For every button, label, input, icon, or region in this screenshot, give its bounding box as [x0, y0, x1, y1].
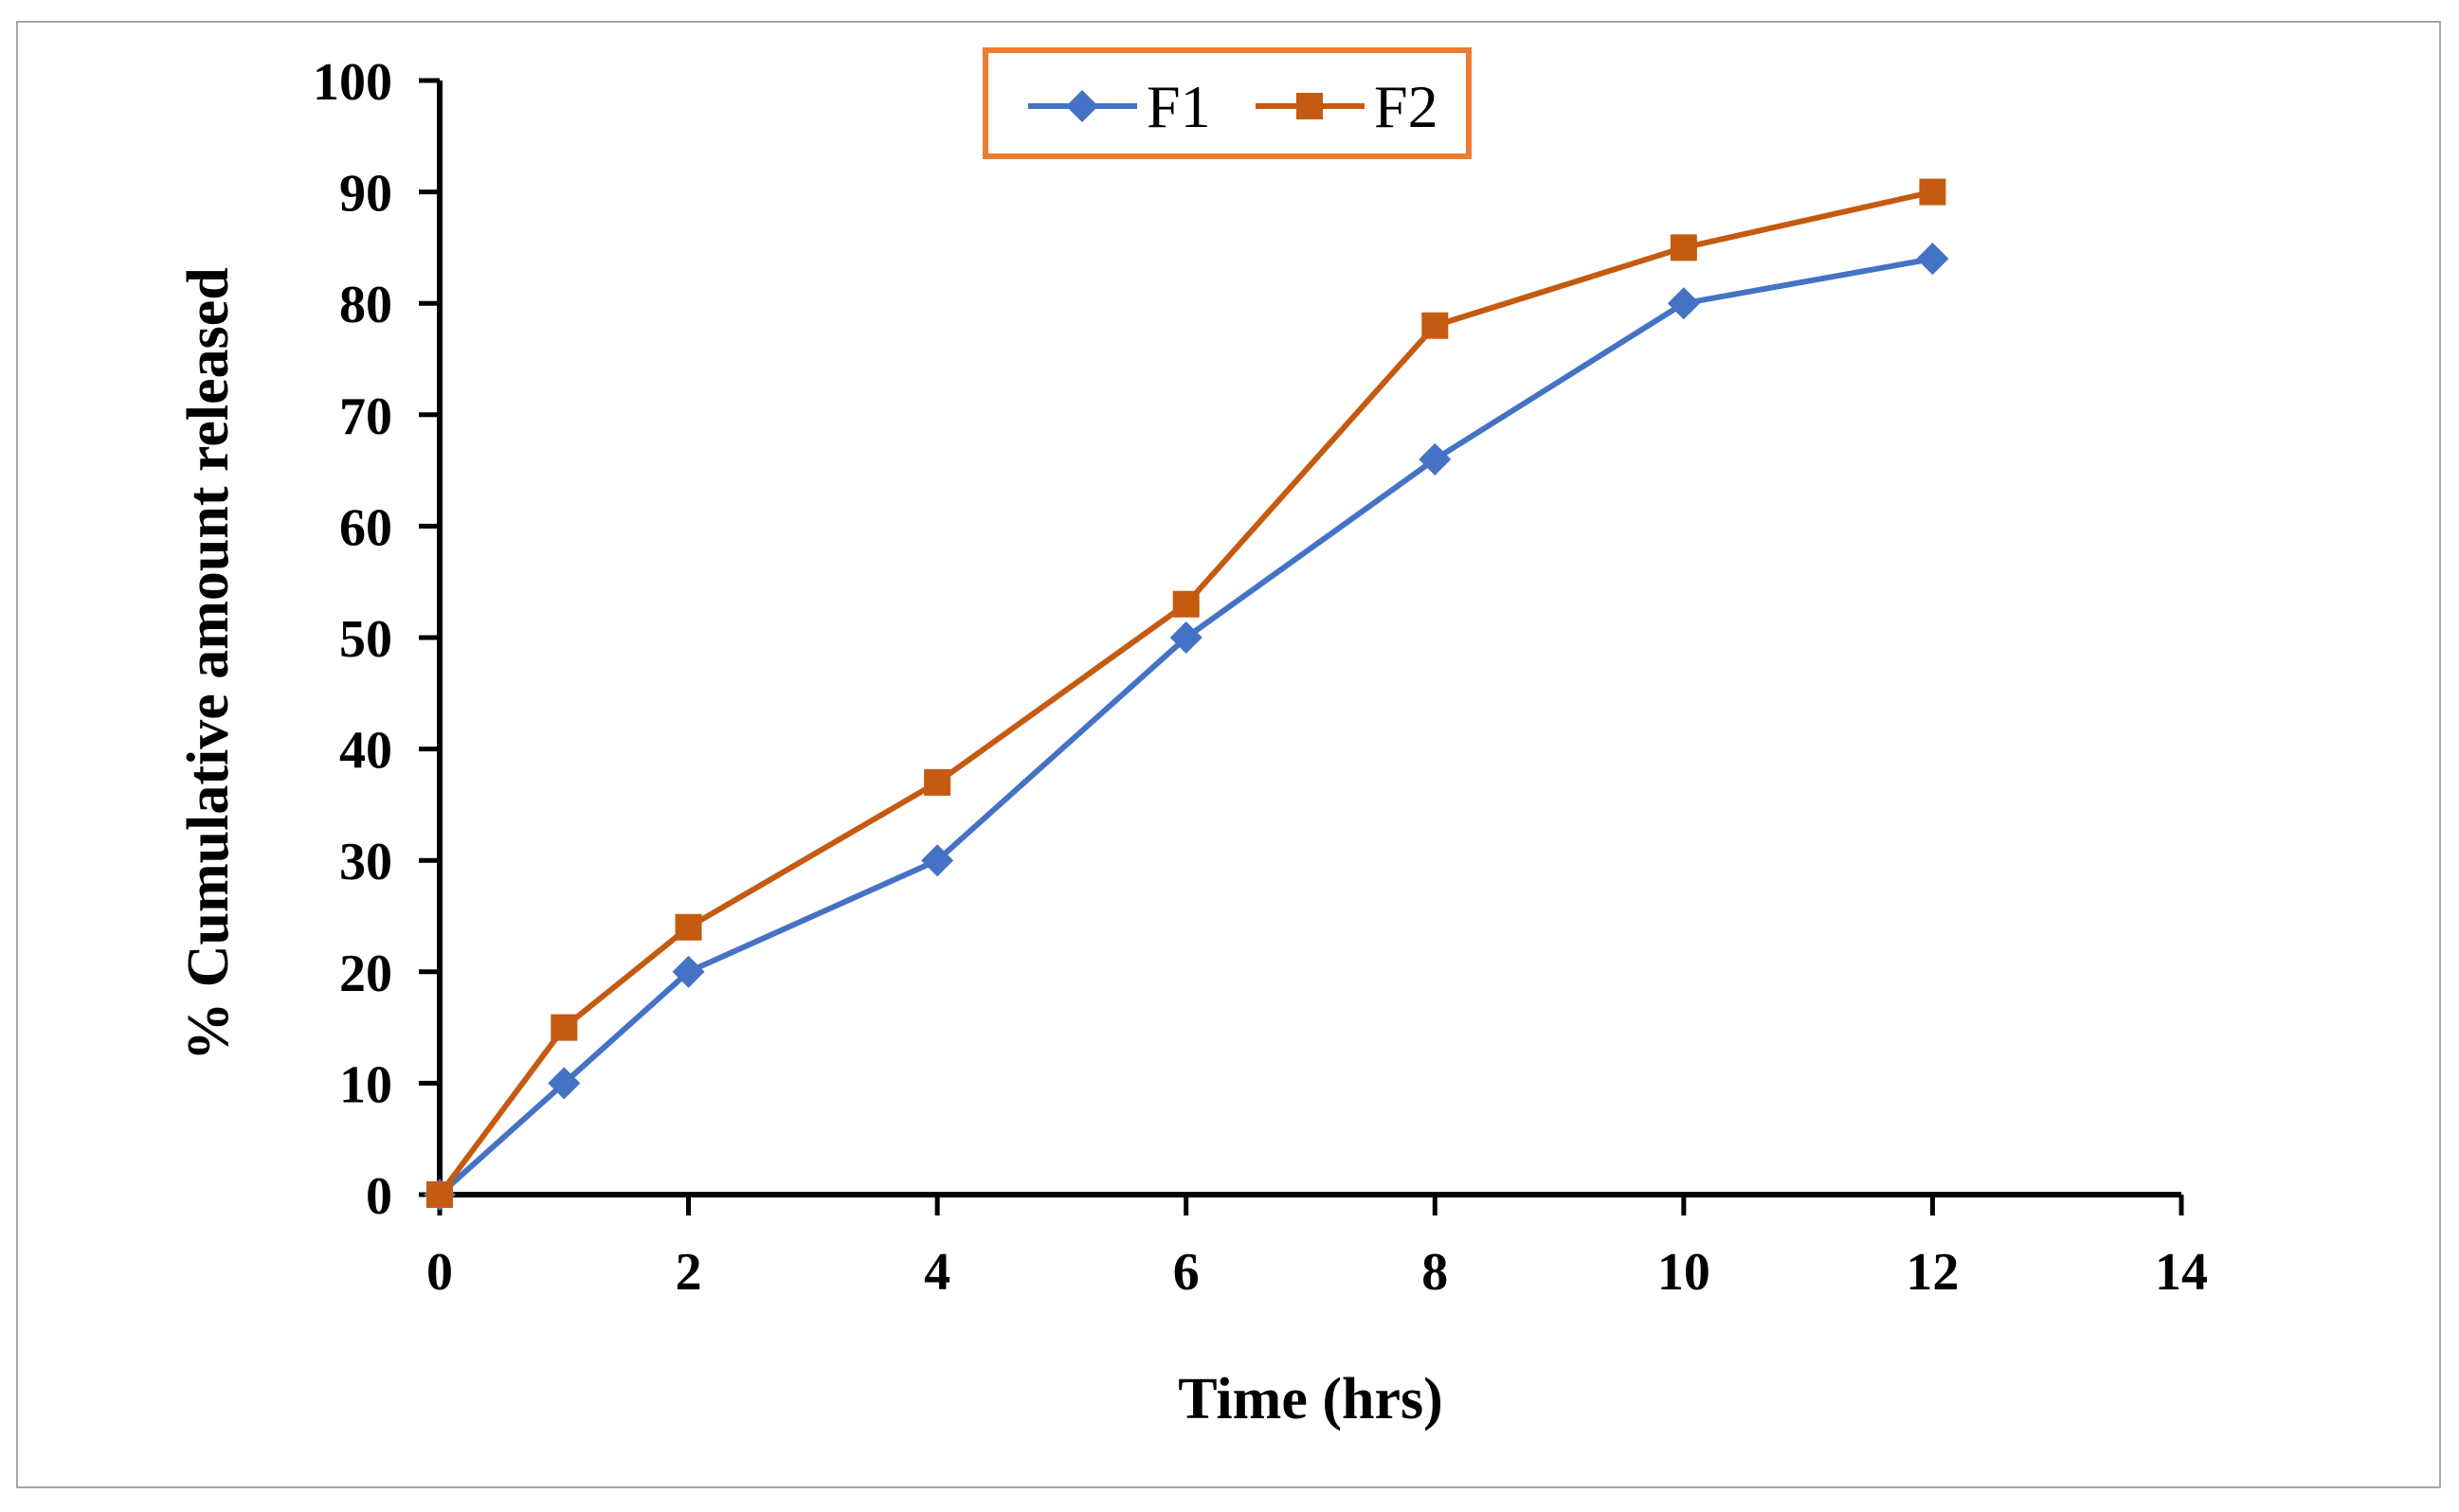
y-tick-label: 100: [313, 53, 392, 112]
x-tick-label: 4: [924, 1243, 950, 1302]
data-point: [672, 955, 705, 988]
legend-marker: [1066, 90, 1098, 122]
data-point: [1419, 442, 1452, 476]
data-point: [1169, 621, 1202, 654]
y-tick-label: 80: [339, 276, 392, 334]
data-point: [1421, 312, 1449, 339]
x-tick-label: 14: [2155, 1243, 2208, 1302]
data-point: [924, 768, 951, 796]
y-tick-label: 20: [339, 945, 392, 1003]
series-layer: [424, 178, 1949, 1211]
legend-label: F1: [1147, 73, 1211, 140]
data-point: [1667, 287, 1700, 320]
y-tick-label: 90: [339, 165, 392, 224]
y-tick-label: 40: [339, 722, 392, 781]
y-axis-title: % Cumulative amount released: [176, 267, 241, 1061]
series-F2: [426, 178, 1946, 1208]
legend-item-F1: F1: [1028, 73, 1211, 140]
y-tick-label: 30: [339, 833, 392, 891]
y-axis-ticks: 0 10 20 30 40 50 60 70 80 90 100: [313, 53, 440, 1226]
data-point: [1916, 243, 1949, 276]
data-point: [921, 844, 954, 877]
series-F1: [424, 243, 1949, 1211]
legend-marker: [1296, 93, 1323, 119]
x-tick-label: 12: [1906, 1243, 1959, 1302]
data-point: [1172, 590, 1200, 618]
x-axis-ticks: 0 2 4 6 8 10 12 14: [426, 1195, 2208, 1302]
series-line: [437, 189, 1934, 1197]
y-tick-label: 70: [339, 387, 392, 446]
x-tick-label: 2: [676, 1243, 702, 1302]
data-point: [1670, 234, 1697, 261]
series-line: [437, 256, 1933, 1197]
y-tick-label: 60: [339, 498, 392, 557]
data-point: [675, 913, 702, 941]
axes: [437, 81, 2181, 1197]
legend-item-F2: F2: [1256, 73, 1438, 140]
legend: F1 F2: [983, 47, 1472, 159]
y-tick-label: 50: [339, 610, 392, 669]
legend-box: [983, 47, 1472, 159]
data-point: [551, 1014, 578, 1041]
x-tick-label: 6: [1173, 1243, 1200, 1302]
x-tick-label: 0: [426, 1243, 453, 1302]
legend-items: F1 F2: [1028, 73, 1438, 140]
chart-frame: [16, 21, 2441, 1488]
x-tick-label: 8: [1421, 1243, 1448, 1302]
x-axis-title: Time (hrs): [1178, 1367, 1443, 1431]
data-point: [548, 1067, 581, 1100]
x-tick-label: 10: [1657, 1243, 1710, 1302]
legend-label: F2: [1374, 73, 1438, 140]
data-point: [1919, 178, 1946, 206]
y-tick-label: 10: [339, 1055, 392, 1114]
y-tick-label: 0: [366, 1167, 392, 1226]
data-point: [426, 1181, 453, 1208]
